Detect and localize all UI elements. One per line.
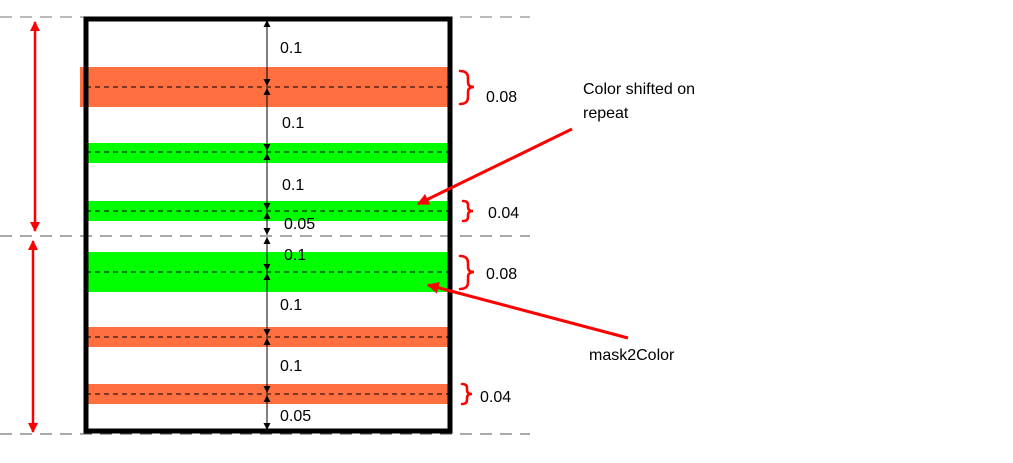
spacing-label-7: 0.1 — [280, 358, 302, 375]
color-shift-note-line2: repeat — [583, 105, 629, 122]
band-width-label-3: 0.08 — [486, 266, 517, 283]
band-width-label-1: 0.08 — [486, 89, 517, 106]
mask2color-note: mask2Color — [589, 347, 675, 364]
spacing-label-6: 0.1 — [280, 297, 302, 314]
spacing-label-5: 0.1 — [284, 247, 306, 264]
red-brace — [461, 199, 474, 223]
red-brace — [458, 69, 475, 106]
band-width-label-2: 0.04 — [488, 205, 519, 222]
color-shift-note-line1: Color shifted on — [583, 81, 695, 98]
color-shift-arrow — [416, 127, 573, 206]
red-brace — [458, 254, 475, 291]
red-brace — [460, 382, 473, 406]
spacing-label-8: 0.05 — [280, 408, 311, 425]
band-width-label-4: 0.04 — [480, 389, 511, 406]
mask2color-arrow — [426, 281, 629, 340]
spacing-label-3: 0.1 — [282, 177, 304, 194]
spacing-label-2: 0.1 — [282, 115, 304, 132]
green-band-1 — [86, 143, 450, 163]
frame-border — [83, 16, 453, 434]
spacing-label-4: 0.05 — [284, 216, 315, 233]
spacing-label-1: 0.1 — [280, 40, 302, 57]
